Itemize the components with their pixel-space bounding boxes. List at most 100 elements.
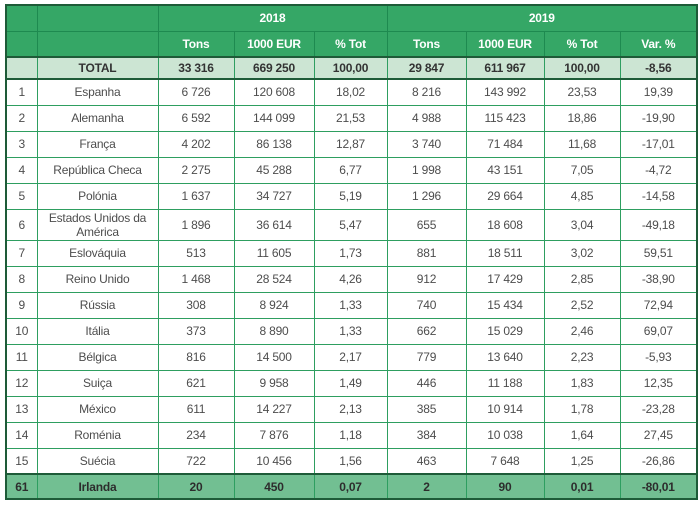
value-cell: 11 605	[233, 239, 315, 267]
value-cell: -49,18	[619, 208, 698, 241]
rank-cell: 3	[5, 130, 38, 158]
value-cell: 115 423	[465, 104, 545, 132]
value-cell: 100,00	[543, 56, 621, 80]
value-cell: 59,51	[619, 239, 698, 267]
value-cell: 463	[386, 447, 467, 475]
value-cell: 10 456	[233, 447, 315, 475]
value-cell: 2	[386, 473, 467, 500]
table-container: 2018 2019 Tons 1000 EUR % Tot Tons 1000 …	[5, 4, 699, 500]
value-cell: 234	[157, 421, 235, 449]
rank-cell: 15	[5, 447, 38, 475]
value-cell: 9 958	[233, 369, 315, 397]
rank-cell: 14	[5, 421, 38, 449]
value-cell: 17 429	[465, 265, 545, 293]
rank-subheader-empty	[5, 30, 38, 58]
table-header: 2018 2019 Tons 1000 EUR % Tot Tons 1000 …	[5, 4, 698, 58]
country-cell: França	[36, 130, 159, 158]
value-cell: 779	[386, 343, 467, 371]
value-cell: 1,49	[313, 369, 388, 397]
value-cell: 816	[157, 343, 235, 371]
value-cell: 69,07	[619, 317, 698, 345]
value-cell: 143 992	[465, 78, 545, 106]
value-cell: 385	[386, 395, 467, 423]
table-row-total: TOTAL 33 316 669 250 100,00 29 847 611 967 100…	[5, 56, 698, 80]
country-cell: Rússia	[36, 291, 159, 319]
value-cell: 669 250	[233, 56, 315, 80]
table-row: 1 Espanha 6 726 120 608 18,02 8 216 143 992 23,…	[5, 78, 698, 106]
value-cell: 1,18	[313, 421, 388, 449]
col-header-pct-2018: % Tot	[313, 30, 388, 58]
value-cell: 3 740	[386, 130, 467, 158]
value-cell: 1 296	[386, 182, 467, 210]
value-cell: 8 216	[386, 78, 467, 106]
table-row-irlanda: 61 Irlanda 20 450 0,07 2 90 0,01 -80,01	[5, 473, 698, 500]
value-cell: 15 434	[465, 291, 545, 319]
col-header-tons-2018: Tons	[157, 30, 235, 58]
value-cell: 72,94	[619, 291, 698, 319]
value-cell: 144 099	[233, 104, 315, 132]
value-cell: -4,72	[619, 156, 698, 184]
col-header-tons-2019: Tons	[386, 30, 467, 58]
value-cell: -8,56	[619, 56, 698, 80]
value-cell: 28 524	[233, 265, 315, 293]
value-cell: 13 640	[465, 343, 545, 371]
col-header-pct-2019: % Tot	[543, 30, 621, 58]
value-cell: -19,90	[619, 104, 698, 132]
table-row: 13 México 611 14 227 2,13 385 10 914 1,78 -23,28	[5, 395, 698, 423]
value-cell: 45 288	[233, 156, 315, 184]
table-row: 4 República Checa 2 275 45 288 6,77 1 998 43 1…	[5, 156, 698, 184]
table-row: 7 Eslováquia 513 11 605 1,73 881 18 511 3,02 59,…	[5, 239, 698, 267]
value-cell: 29 847	[386, 56, 467, 80]
value-cell: 2,46	[543, 317, 621, 345]
value-cell: 2,17	[313, 343, 388, 371]
value-cell: 4,26	[313, 265, 388, 293]
country-cell: República Checa	[36, 156, 159, 184]
rank-cell: 13	[5, 395, 38, 423]
country-cell: Espanha	[36, 78, 159, 106]
value-cell: 15 029	[465, 317, 545, 345]
value-cell: 611	[157, 395, 235, 423]
table-row: 10 Itália 373 8 890 1,33 662 15 029 2,46 69,07	[5, 317, 698, 345]
table-row: 15 Suécia 722 10 456 1,56 463 7 648 1,25 -26,86	[5, 447, 698, 475]
value-cell: -26,86	[619, 447, 698, 475]
rank-cell	[5, 56, 38, 80]
rank-cell: 8	[5, 265, 38, 293]
value-cell: 27,45	[619, 421, 698, 449]
value-cell: -14,58	[619, 182, 698, 210]
value-cell: -17,01	[619, 130, 698, 158]
value-cell: 4 202	[157, 130, 235, 158]
value-cell: 662	[386, 317, 467, 345]
value-cell: 1 896	[157, 208, 235, 241]
value-cell: 722	[157, 447, 235, 475]
value-cell: 33 316	[157, 56, 235, 80]
value-cell: 621	[157, 369, 235, 397]
country-cell: Alemanha	[36, 104, 159, 132]
value-cell: 3,02	[543, 239, 621, 267]
value-cell: 308	[157, 291, 235, 319]
country-cell: Estados Unidos da América	[36, 208, 159, 241]
value-cell: 8 924	[233, 291, 315, 319]
value-cell: 90	[465, 473, 545, 500]
country-subheader-empty	[36, 30, 159, 58]
country-statistics-table: 2018 2019 Tons 1000 EUR % Tot Tons 1000 …	[5, 4, 699, 500]
table-row: 2 Alemanha 6 592 144 099 21,53 4 988 115 423 18…	[5, 104, 698, 132]
value-cell: 11,68	[543, 130, 621, 158]
value-cell: 7 876	[233, 421, 315, 449]
column-header-row: Tons 1000 EUR % Tot Tons 1000 EUR % Tot …	[5, 30, 698, 58]
value-cell: 14 227	[233, 395, 315, 423]
value-cell: 0,07	[313, 473, 388, 500]
value-cell: 21,53	[313, 104, 388, 132]
table-row: 9 Rússia 308 8 924 1,33 740 15 434 2,52 72,94	[5, 291, 698, 319]
value-cell: 6,77	[313, 156, 388, 184]
country-cell: Eslováquia	[36, 239, 159, 267]
rank-cell: 12	[5, 369, 38, 397]
table-row: 5 Polónia 1 637 34 727 5,19 1 296 29 664 4,85 -1…	[5, 182, 698, 210]
value-cell: 36 614	[233, 208, 315, 241]
value-cell: 740	[386, 291, 467, 319]
value-cell: 1,83	[543, 369, 621, 397]
value-cell: 7,05	[543, 156, 621, 184]
table-row: 6 Estados Unidos da América 1 896 36 614 5,4…	[5, 208, 698, 241]
value-cell: 912	[386, 265, 467, 293]
country-header-empty	[36, 4, 159, 32]
rank-cell: 1	[5, 78, 38, 106]
